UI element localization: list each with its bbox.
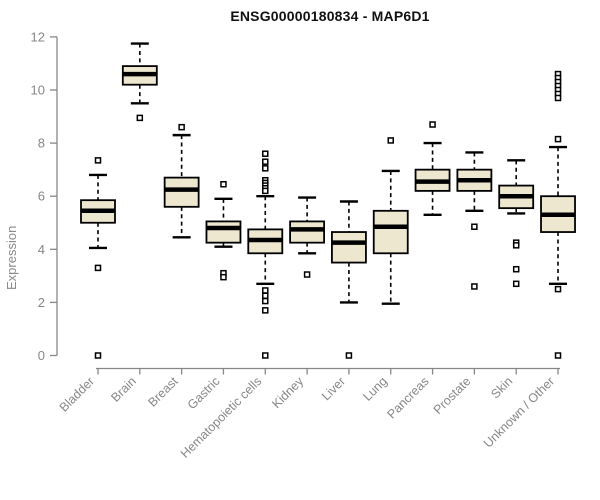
outlier-point — [94, 157, 102, 164]
y-tick-label: 6 — [38, 189, 45, 204]
y-tick-label: 0 — [38, 348, 45, 363]
x-category-label: Unknown / Other — [481, 374, 557, 450]
x-category-label: Kidney — [269, 374, 306, 411]
x-category-label: Lung — [360, 374, 390, 404]
outlier-point — [512, 280, 520, 288]
outlier-point — [262, 165, 269, 172]
x-category-label: Prostate — [431, 374, 474, 417]
outlier-point — [220, 181, 227, 188]
outlier-point — [220, 273, 227, 281]
box — [205, 220, 242, 244]
chart-title: ENSG00000180834 - MAP6D1 — [230, 8, 430, 24]
outlier-point — [471, 223, 478, 230]
x-category-label: Brain — [108, 374, 139, 405]
x-category-label: Hematopoietic cells — [178, 374, 265, 461]
outlier-point — [345, 352, 353, 359]
outlier-point — [554, 285, 562, 293]
outlier-point — [512, 265, 520, 273]
y-tick-label: 4 — [38, 242, 45, 257]
y-tick-label: 8 — [38, 136, 45, 151]
outlier-point — [554, 135, 562, 143]
x-category-label: Gastric — [185, 374, 223, 412]
outlier-point — [94, 352, 102, 359]
box — [372, 209, 409, 255]
outlier-point — [262, 292, 269, 300]
outlier-point — [387, 137, 394, 144]
outlier-point — [262, 352, 269, 359]
x-category-label: Pancreas — [384, 374, 431, 421]
outlier-point — [262, 187, 269, 195]
outlier-point — [512, 242, 520, 249]
box — [331, 231, 367, 264]
y-tick-label: 2 — [38, 295, 45, 310]
outlier-point — [178, 123, 185, 131]
outlier-point — [136, 114, 144, 122]
outlier-point — [94, 264, 102, 272]
outlier-point — [262, 150, 269, 157]
outlier-point — [262, 307, 269, 314]
x-category-label: Breast — [145, 374, 181, 410]
x-category-label: Bladder — [57, 374, 97, 414]
box — [289, 220, 326, 244]
outlier-point — [471, 283, 478, 290]
outlier-point — [262, 158, 269, 165]
outlier-point — [262, 287, 269, 294]
x-category-label: Liver — [319, 374, 348, 403]
x-category-label: Skin — [488, 374, 515, 401]
box — [163, 176, 200, 208]
outlier-point — [554, 94, 562, 102]
outlier-point — [554, 352, 562, 359]
y-tick-label: 12 — [31, 29, 45, 44]
outlier-point — [429, 121, 436, 128]
outlier-point — [303, 271, 311, 278]
y-tick-label: 10 — [31, 83, 45, 98]
outlier-point — [262, 297, 269, 305]
